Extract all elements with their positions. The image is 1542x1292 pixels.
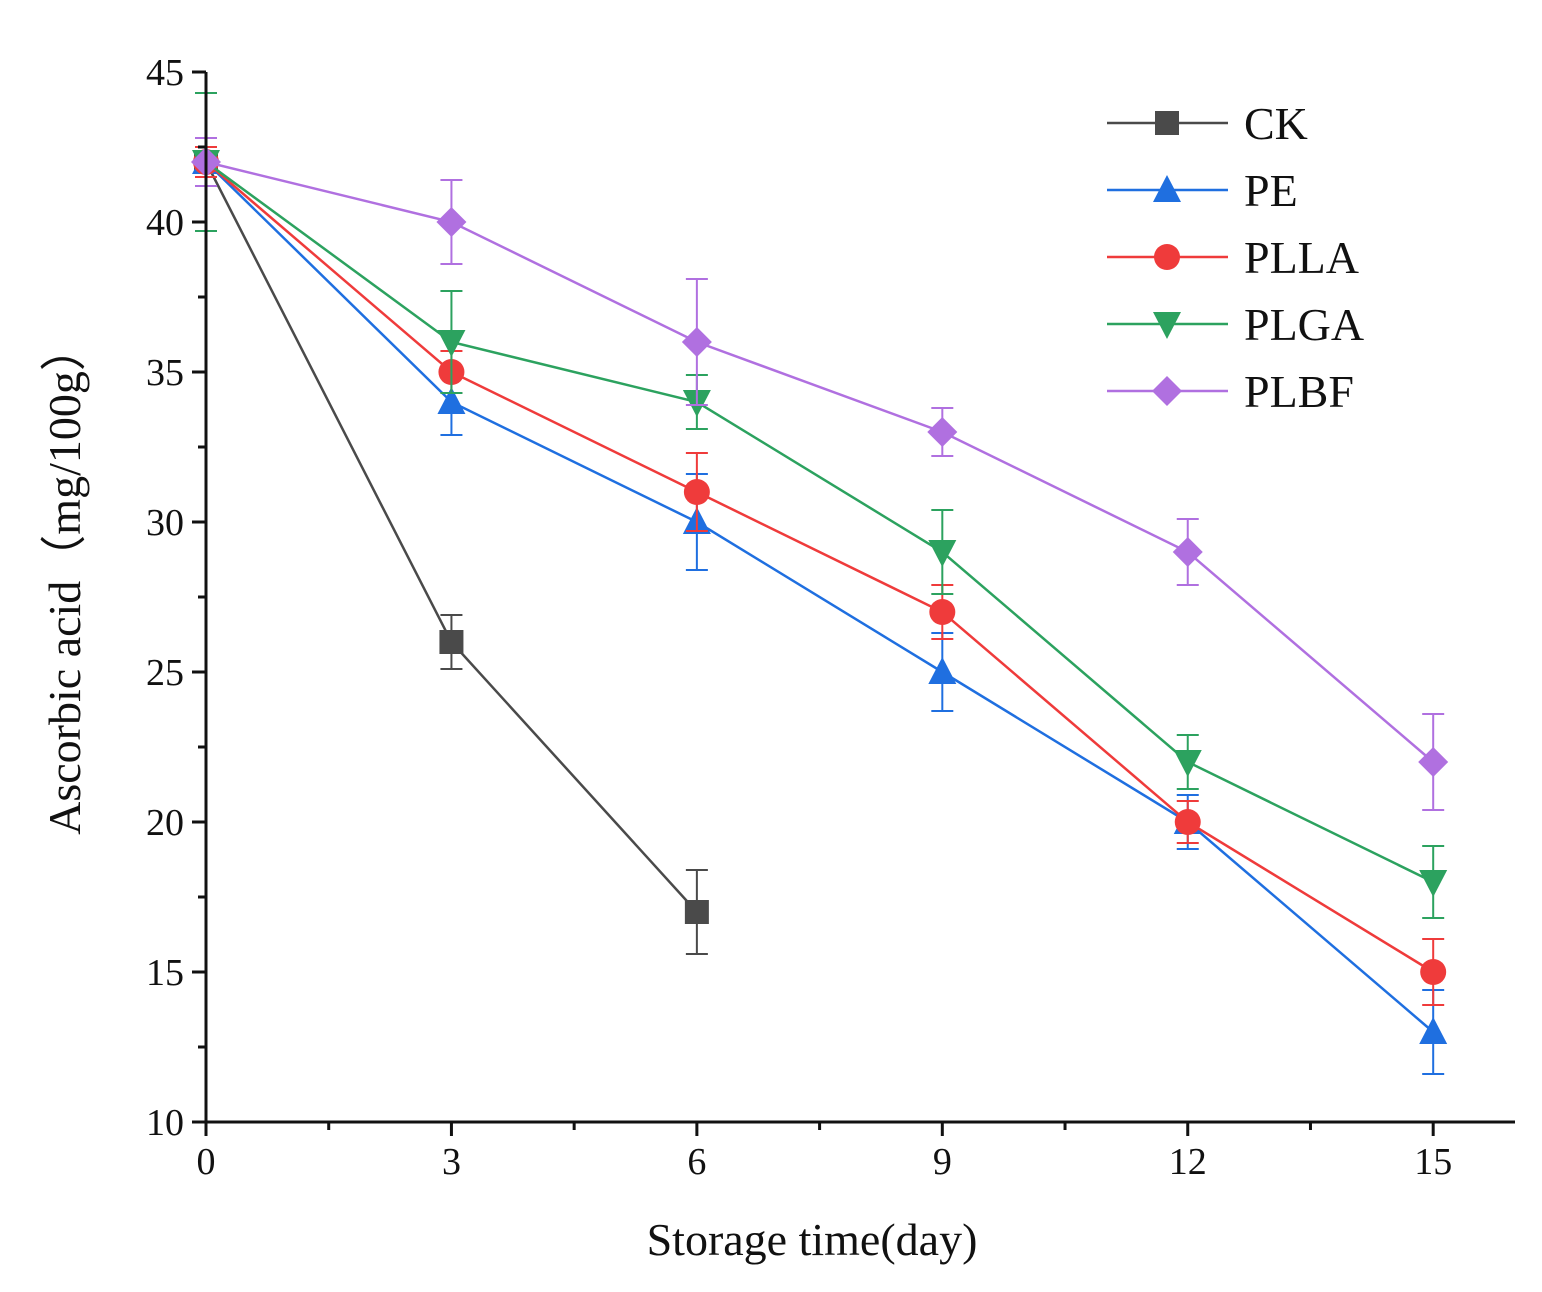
y-axis-title: Ascorbic acid（mg/100g）: [39, 325, 90, 835]
y-tick-label: 20: [146, 802, 184, 844]
legend-label: PLBF: [1244, 366, 1354, 417]
legend-item-ck: CK: [1107, 98, 1308, 149]
legend-label: PLGA: [1244, 299, 1364, 350]
y-tick-label: 45: [146, 52, 184, 94]
series-ck: [194, 146, 709, 955]
y-tick-label: 40: [146, 202, 184, 244]
y-tick-label: 15: [146, 952, 184, 994]
series-line: [205, 160, 1434, 884]
series-line: [204, 161, 698, 913]
legend-label: PLLA: [1244, 232, 1359, 283]
legend-item-plbf: PLBF: [1107, 366, 1354, 417]
x-tick-label: 15: [1414, 1141, 1452, 1183]
x-tick-label: 0: [197, 1141, 216, 1183]
legend-marker: [1153, 175, 1181, 202]
legend-item-plga: PLGA: [1107, 299, 1364, 350]
data-point: [436, 207, 467, 237]
data-point: [1174, 809, 1201, 835]
y-tick-label: 30: [146, 502, 184, 544]
data-point: [1173, 750, 1202, 777]
y-tick-label: 25: [146, 652, 184, 694]
x-tick-label: 9: [933, 1141, 952, 1183]
y-tick-label: 10: [146, 1102, 184, 1144]
legend-item-plla: PLLA: [1107, 232, 1359, 283]
legend: CK PE PLLA PLGA PLBF: [1107, 98, 1364, 417]
data-point: [437, 387, 466, 414]
legend-label: PE: [1244, 165, 1298, 216]
legend-marker: [1155, 111, 1179, 135]
series-plbf: [191, 137, 1449, 811]
data-point: [681, 327, 712, 357]
legend-marker: [1154, 244, 1180, 270]
axes: 0 3 6 9 12 15 10 15 20 25 30 35 40 45: [146, 52, 1515, 1183]
data-point: [929, 599, 956, 625]
data-point: [928, 540, 957, 567]
data-point: [1172, 537, 1203, 567]
data-point: [683, 479, 710, 505]
data-point: [1419, 1017, 1448, 1044]
series-line: [205, 161, 1434, 974]
plot-marks: [191, 92, 1449, 1075]
legend-marker: [1153, 312, 1181, 339]
legend-label: CK: [1244, 98, 1308, 149]
x-tick-label: 3: [442, 1141, 461, 1183]
data-point: [437, 330, 466, 357]
data-point: [684, 900, 709, 924]
x-axis-title: Storage time(day): [647, 1214, 978, 1265]
data-point: [1420, 959, 1447, 985]
data-point: [1419, 870, 1448, 897]
x-tick-label: 6: [687, 1141, 706, 1183]
legend-marker: [1152, 376, 1182, 406]
data-point: [928, 657, 957, 684]
data-point: [1418, 747, 1449, 777]
data-point: [439, 630, 464, 654]
x-tick-label: 12: [1169, 1141, 1207, 1183]
series-pe: [192, 146, 1448, 1075]
series-line: [205, 161, 1435, 1033]
series-line: [205, 160, 1435, 763]
legend-item-pe: PE: [1107, 165, 1298, 216]
data-point: [927, 417, 958, 447]
y-tick-label: 35: [146, 352, 184, 394]
